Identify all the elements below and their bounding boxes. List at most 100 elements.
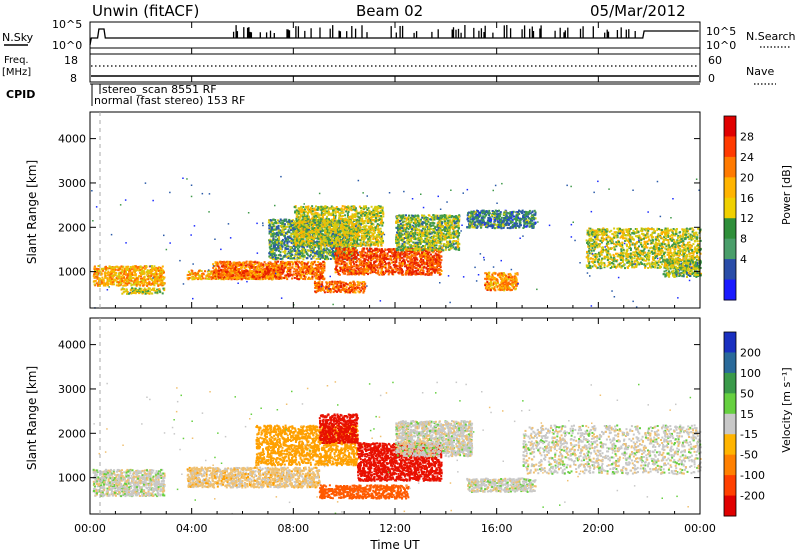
data-cell bbox=[125, 288, 128, 291]
data-cell bbox=[339, 218, 342, 220]
data-cell bbox=[317, 264, 319, 266]
data-cell bbox=[134, 273, 137, 276]
data-cell bbox=[350, 209, 353, 212]
data-cell bbox=[222, 278, 225, 281]
data-cell bbox=[382, 215, 385, 218]
data-cell bbox=[300, 211, 303, 213]
data-cell bbox=[310, 246, 313, 249]
data-cell bbox=[285, 239, 288, 242]
data-cell bbox=[140, 274, 142, 276]
data-cell bbox=[162, 282, 165, 285]
data-cell bbox=[321, 281, 324, 284]
data-cell bbox=[317, 220, 320, 223]
data-cell bbox=[127, 282, 130, 285]
data-cell bbox=[112, 267, 115, 269]
data-cell bbox=[245, 265, 247, 268]
data-cell bbox=[134, 292, 137, 295]
data-cell bbox=[110, 266, 113, 269]
data-cell bbox=[293, 255, 296, 258]
data-cell bbox=[304, 278, 307, 281]
data-cell bbox=[159, 266, 162, 269]
data-cell bbox=[289, 248, 292, 251]
data-cell bbox=[284, 266, 287, 269]
data-cell bbox=[307, 276, 310, 279]
data-cell bbox=[262, 268, 265, 271]
data-cell bbox=[134, 278, 137, 281]
data-cell bbox=[309, 277, 312, 280]
data-cell bbox=[329, 212, 332, 215]
data-cell bbox=[202, 277, 204, 280]
data-cell bbox=[369, 216, 372, 219]
data-cell bbox=[312, 218, 315, 221]
data-cell bbox=[350, 241, 352, 244]
data-cell bbox=[213, 274, 216, 277]
data-cell bbox=[210, 276, 213, 279]
data-cell bbox=[281, 245, 284, 248]
data-cell bbox=[140, 277, 142, 280]
data-cell bbox=[327, 244, 330, 247]
data-cell bbox=[303, 262, 306, 265]
data-cell bbox=[150, 275, 153, 278]
data-cell bbox=[229, 269, 232, 272]
data-cell bbox=[279, 257, 282, 260]
data-cell bbox=[271, 275, 273, 278]
data-cell bbox=[354, 208, 357, 211]
data-cell bbox=[351, 213, 354, 216]
data-cell bbox=[292, 245, 295, 248]
data-cell bbox=[367, 215, 370, 218]
data-cell bbox=[135, 265, 138, 268]
data-cell bbox=[308, 255, 311, 258]
data-cell bbox=[362, 235, 365, 238]
data-cell bbox=[316, 228, 319, 231]
data-cell bbox=[274, 270, 277, 273]
data-cell bbox=[267, 273, 270, 276]
data-cell bbox=[274, 260, 277, 263]
data-cell bbox=[107, 284, 109, 287]
data-cell bbox=[300, 231, 303, 234]
data-cell bbox=[194, 277, 197, 280]
data-cell bbox=[324, 225, 327, 228]
data-cell bbox=[152, 283, 155, 286]
data-cell bbox=[92, 275, 95, 278]
data-cell bbox=[129, 267, 132, 270]
data-cell bbox=[333, 216, 335, 219]
data-cell bbox=[117, 281, 120, 284]
data-cell bbox=[311, 261, 314, 264]
data-cell bbox=[138, 265, 141, 268]
data-cell bbox=[337, 239, 340, 242]
data-cell bbox=[148, 281, 151, 284]
data-cell bbox=[272, 238, 275, 241]
data-cell bbox=[288, 219, 291, 222]
data-cell bbox=[374, 207, 377, 210]
data-cell bbox=[283, 235, 286, 237]
data-cell bbox=[219, 272, 222, 275]
data-cell bbox=[248, 278, 251, 280]
data-cell bbox=[339, 236, 342, 238]
data-cell bbox=[284, 249, 286, 252]
data-cell bbox=[315, 269, 318, 272]
data-cell bbox=[153, 284, 156, 287]
data-cell bbox=[302, 242, 305, 245]
data-cell bbox=[94, 269, 97, 272]
data-cell bbox=[272, 269, 275, 272]
data-cell bbox=[123, 279, 126, 282]
data-cell bbox=[108, 277, 111, 280]
data-cell bbox=[358, 224, 361, 227]
data-cell bbox=[95, 269, 98, 272]
data-cell bbox=[345, 207, 348, 210]
data-cell bbox=[315, 232, 318, 235]
data-cell bbox=[187, 270, 190, 273]
data-cell bbox=[156, 268, 159, 271]
data-cell bbox=[285, 248, 288, 250]
data-cell bbox=[290, 253, 293, 256]
data-cell bbox=[200, 270, 203, 273]
data-cell bbox=[284, 275, 287, 278]
data-cell bbox=[340, 215, 343, 218]
data-cell bbox=[297, 226, 300, 228]
cpid-label: CPID bbox=[6, 88, 35, 101]
data-cell bbox=[294, 249, 297, 252]
data-cell bbox=[352, 233, 355, 236]
data-cell bbox=[338, 230, 341, 233]
data-cell bbox=[143, 281, 146, 284]
data-cell bbox=[281, 238, 284, 241]
